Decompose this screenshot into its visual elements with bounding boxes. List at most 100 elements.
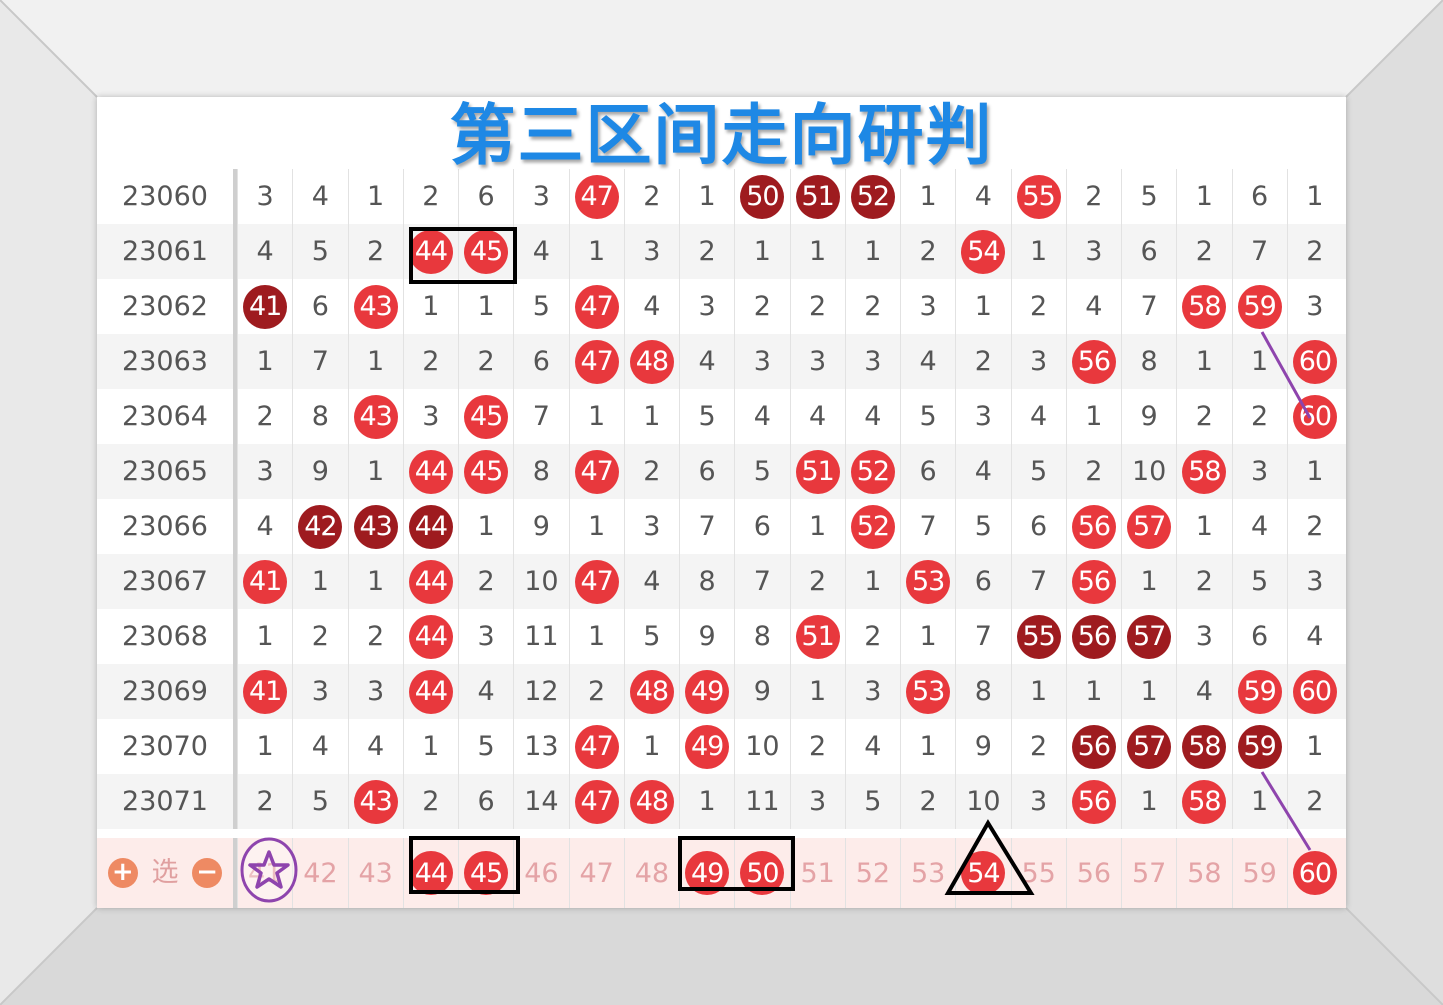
table-cell: 1 (1121, 664, 1176, 719)
drawn-ball: 44 (408, 614, 453, 659)
omission-count: 7 (1251, 236, 1269, 267)
select-number-52[interactable]: 52 (844, 838, 900, 908)
table-cell: 6 (513, 334, 568, 389)
drawn-ball: 44 (408, 229, 453, 274)
select-number-46[interactable]: 46 (513, 838, 568, 908)
omission-count: 6 (974, 566, 992, 597)
table-cell: 56 (1065, 499, 1121, 554)
table-cell: 3 (679, 279, 734, 334)
table-cell: 55 (1010, 609, 1066, 664)
table-row: 23062 41 6 43 1 1 5 47 4 3 2 2 2 3 1 2 4 7 58 59 3 (97, 279, 1346, 334)
table-cell: 53 (900, 554, 955, 609)
drawn-ball: 56 (1071, 504, 1116, 549)
omission-count: 4 (1030, 401, 1048, 432)
table-cell: 1 (568, 499, 624, 554)
table-cell: 4 (292, 719, 347, 774)
omission-count: 2 (1085, 456, 1103, 487)
table-cell: 45 (458, 444, 513, 499)
select-number-45[interactable]: 45 (458, 838, 513, 908)
select-number-41[interactable]: 41 (237, 838, 292, 908)
omission-count: 2 (809, 731, 827, 762)
table-cell: 2 (1231, 389, 1287, 444)
table-cell: 44 (402, 609, 458, 664)
table-cell: 43 (347, 499, 403, 554)
omission-count: 5 (311, 236, 329, 267)
drawn-ball: 45 (464, 394, 509, 439)
omission-count: 1 (256, 621, 274, 652)
table-cell: 43 (347, 774, 403, 829)
select-number-59[interactable]: 59 (1231, 838, 1287, 908)
table-cell: 2 (1286, 224, 1342, 279)
select-number-47[interactable]: 47 (568, 838, 624, 908)
table-cell: 12 (513, 664, 568, 719)
table-cell: 1 (458, 279, 513, 334)
table-cell: 5 (1121, 169, 1176, 224)
table-cell: 1 (568, 389, 624, 444)
omission-count: 8 (1140, 346, 1158, 377)
omission-count: 9 (698, 621, 716, 652)
table-cell: 1 (1176, 169, 1231, 224)
select-number-53[interactable]: 53 (900, 838, 955, 908)
omission-count: 3 (1306, 566, 1324, 597)
select-number-60[interactable]: 60 (1286, 838, 1342, 908)
table-cell: 2 (955, 334, 1010, 389)
plus-button[interactable]: + (107, 858, 138, 888)
table-cell: 1 (568, 224, 624, 279)
drawn-ball: 45 (464, 229, 509, 274)
omission-count: 11 (524, 621, 559, 652)
omission-count: 4 (1085, 291, 1103, 322)
select-number-43[interactable]: 43 (347, 838, 403, 908)
omission-count: 5 (864, 786, 882, 817)
table-cell: 60 (1286, 664, 1342, 719)
select-number-57[interactable]: 57 (1121, 838, 1176, 908)
table-cell: 4 (347, 719, 403, 774)
table-cell: 1 (623, 719, 679, 774)
omission-count: 4 (974, 456, 992, 487)
table-cell: 2 (237, 774, 292, 829)
table-cell: 14 (513, 774, 568, 829)
select-number-58[interactable]: 58 (1176, 838, 1231, 908)
omission-count: 1 (698, 786, 716, 817)
omission-count: 2 (588, 676, 606, 707)
select-number-50[interactable]: 50 (734, 838, 789, 908)
table-cell: 1 (900, 719, 955, 774)
table-cell: 2 (789, 554, 845, 609)
drawn-ball: 43 (353, 284, 398, 329)
table-cell: 1 (237, 334, 292, 389)
minus-button[interactable]: − (192, 858, 223, 888)
omission-count: 2 (1251, 401, 1269, 432)
select-number-54[interactable]: 54 (955, 838, 1010, 908)
table-row: 23063 1 7 1 2 2 6 47 48 4 3 3 3 4 2 3 56 8 1 1 60 (97, 334, 1346, 389)
omission-count: 1 (588, 236, 606, 267)
omission-count: 1 (698, 181, 716, 212)
select-number-42[interactable]: 42 (292, 838, 347, 908)
select-number-49[interactable]: 49 (679, 838, 734, 908)
select-number-51[interactable]: 51 (789, 838, 845, 908)
omission-count: 1 (919, 731, 937, 762)
table-cell: 5 (900, 389, 955, 444)
table-cell: 1 (1231, 774, 1287, 829)
select-number-48[interactable]: 48 (623, 838, 679, 908)
omission-count: 1 (477, 511, 495, 542)
table-cell: 3 (734, 334, 789, 389)
omission-count: 5 (1140, 181, 1158, 212)
table-cell: 47 (568, 774, 624, 829)
table-cell: 4 (1010, 389, 1066, 444)
omission-count: 10 (1131, 456, 1167, 487)
omission-count: 3 (256, 181, 274, 212)
select-number-55[interactable]: 55 (1010, 838, 1066, 908)
select-number-44[interactable]: 44 (402, 838, 458, 908)
table-cell: 3 (1065, 224, 1121, 279)
drawn-ball: 53 (906, 669, 951, 714)
omission-count: 12 (524, 676, 559, 707)
table-row: 23064 2 8 43 3 45 7 1 1 5 4 4 4 5 3 4 1 9 2 2 60 (97, 389, 1346, 444)
select-number-56[interactable]: 56 (1065, 838, 1121, 908)
omission-count: 1 (864, 236, 882, 267)
table-cell: 1 (789, 664, 845, 719)
omission-count: 1 (1085, 401, 1103, 432)
table-cell: 5 (513, 279, 568, 334)
omission-count: 4 (311, 731, 329, 762)
table-cell: 60 (1286, 334, 1342, 389)
drawn-ball: 60 (1292, 394, 1337, 439)
table-cell: 58 (1176, 444, 1231, 499)
